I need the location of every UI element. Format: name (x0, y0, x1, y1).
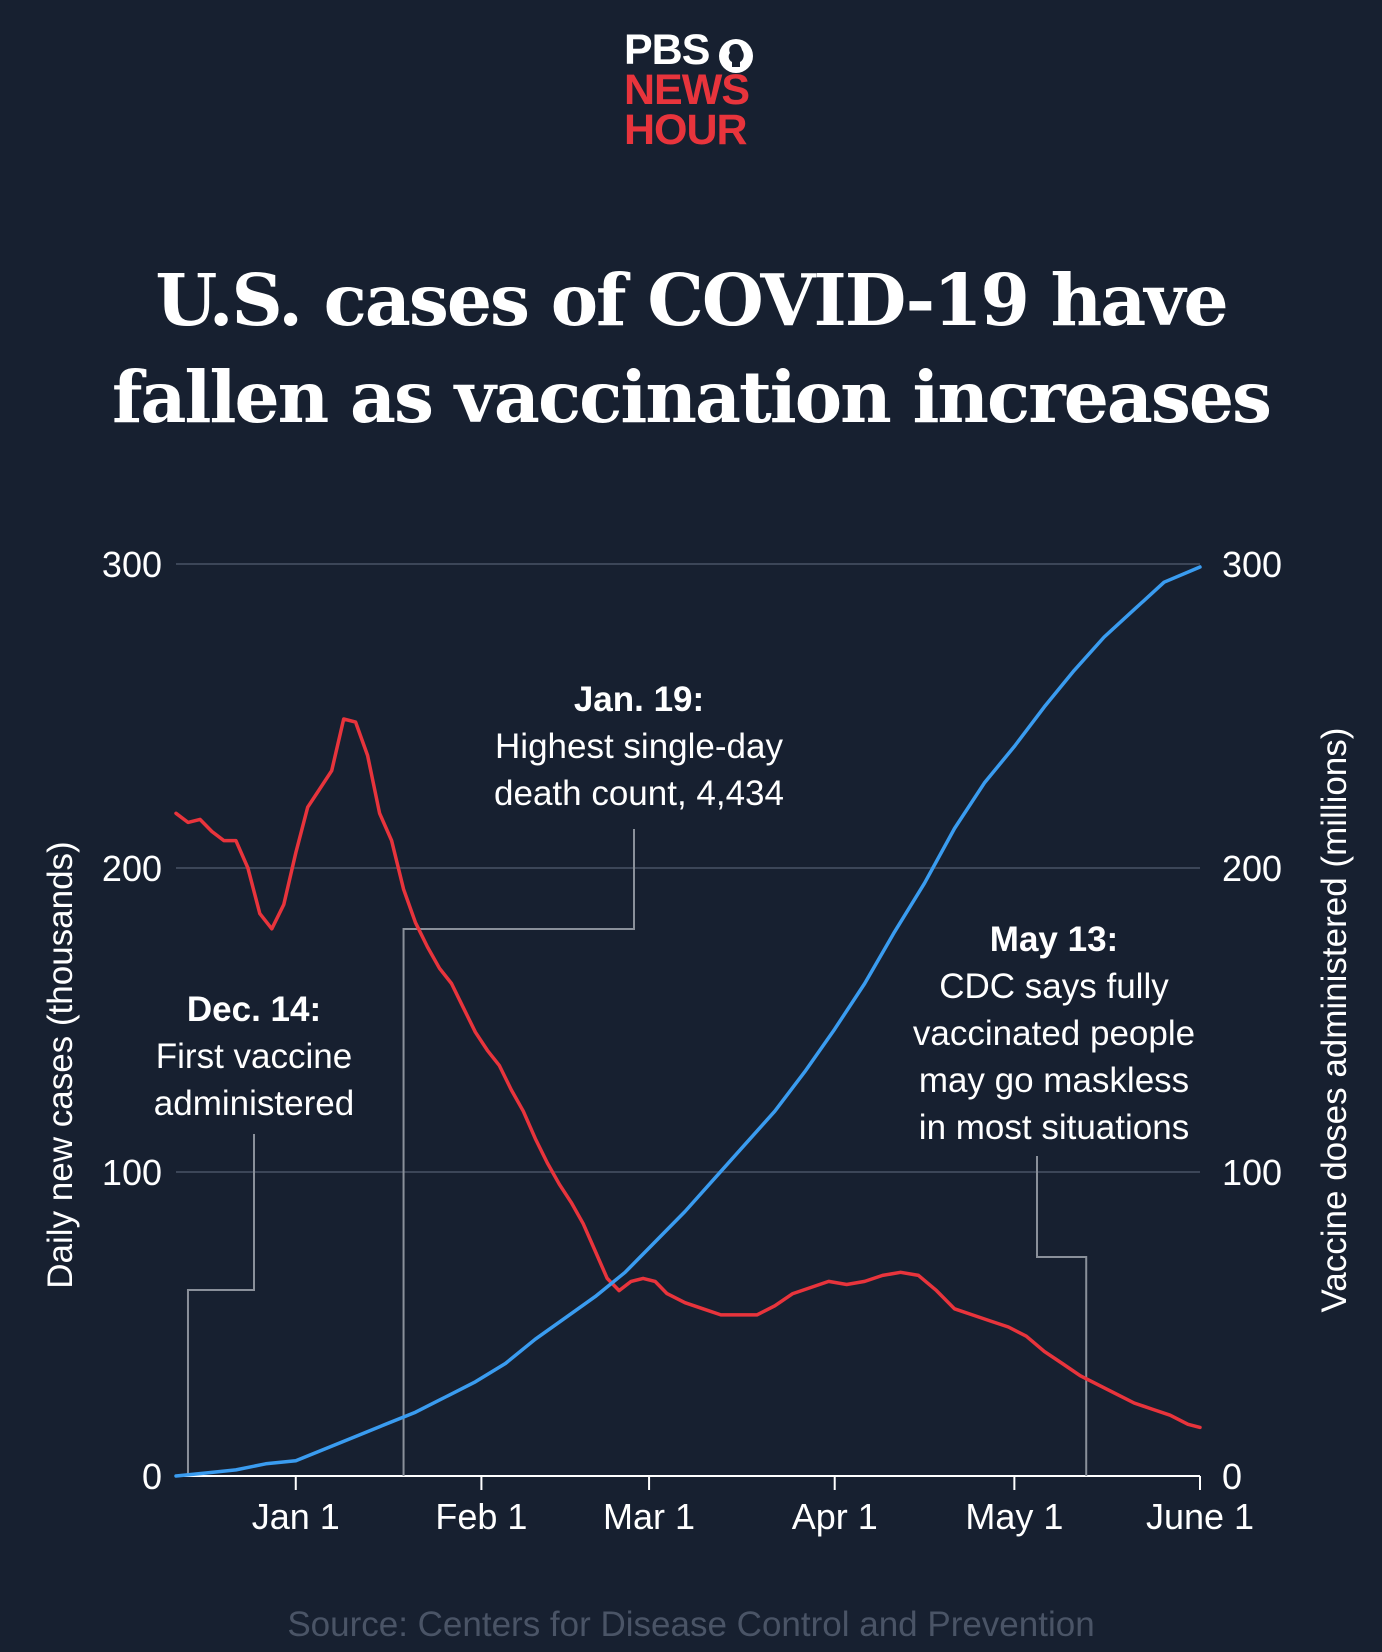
chart-title-line-2: fallen as vaccination increases (111, 355, 1272, 439)
annotation-text: death count, 4,434 (494, 774, 784, 813)
annotation-text: Highest single-day (495, 727, 783, 766)
daily-cases-line (174, 717, 1202, 1430)
y-tick-label-right: 0 (1222, 1456, 1242, 1497)
y-tick-label-right: 100 (1222, 1152, 1282, 1193)
chart-title: U.S. cases of COVID-19 have fallen as va… (0, 252, 1382, 446)
logo-line-hour: HOUR (624, 106, 748, 154)
y-tick-label-left: 300 (102, 544, 162, 585)
y-axis-label-left: Daily new cases (thousands) (41, 841, 80, 1288)
pbs-newshour-logo: PBS NEWS HOUR (624, 26, 750, 154)
annotation-text: in most situations (919, 1108, 1189, 1147)
annotation-connector (186, 1134, 255, 1476)
annotation-date: Jan. 19: (574, 680, 704, 719)
x-tick-label: Jan 1 (252, 1496, 340, 1537)
x-tick-label: May 1 (965, 1496, 1063, 1537)
annotation-connector (402, 829, 635, 1476)
x-tick-label: Mar 1 (603, 1496, 695, 1537)
y-tick-label-left: 0 (142, 1456, 162, 1497)
annotation-connector (1036, 1156, 1088, 1476)
source-note: Source: Centers for Disease Control and … (287, 1605, 1095, 1644)
y-tick-label-left: 100 (102, 1152, 162, 1193)
pbs-head-icon (719, 39, 753, 73)
annotation-text: CDC says fully (939, 967, 1169, 1006)
logo-line-pbs: PBS (624, 26, 710, 74)
x-tick-label: Feb 1 (435, 1496, 527, 1537)
annotation-date: May 13: (990, 920, 1118, 959)
y-tick-label-left: 200 (102, 848, 162, 889)
annotation-text: may go maskless (919, 1061, 1189, 1100)
logo-line-news: NEWS (624, 66, 750, 114)
chart-title-line-1: U.S. cases of COVID-19 have (155, 258, 1228, 342)
annotation-text: First vaccine (156, 1037, 352, 1076)
x-tick-label: Apr 1 (792, 1496, 878, 1537)
annotation-date: Dec. 14: (187, 990, 321, 1029)
annotation-text: vaccinated people (913, 1014, 1195, 1053)
annotation-text: administered (154, 1084, 354, 1123)
x-tick-label: June 1 (1146, 1496, 1254, 1537)
y-tick-label-right: 300 (1222, 544, 1282, 585)
y-axis-label-right: Vaccine doses administered (millions) (1315, 728, 1354, 1313)
y-tick-label-right: 200 (1222, 848, 1282, 889)
vaccine-doses-line (174, 565, 1202, 1478)
